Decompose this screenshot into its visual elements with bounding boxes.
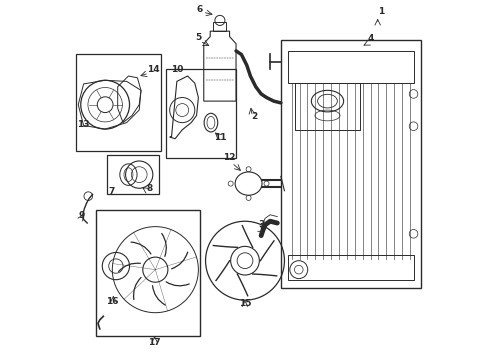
Text: 16: 16	[106, 297, 119, 306]
Text: 8: 8	[147, 184, 152, 193]
Bar	[107, 155, 159, 194]
Text: 14: 14	[147, 66, 160, 75]
Bar	[166, 69, 236, 158]
Text: 10: 10	[171, 66, 183, 75]
Text: 1: 1	[378, 7, 384, 16]
Text: 6: 6	[196, 5, 203, 14]
Text: 17: 17	[148, 338, 161, 347]
Text: 9: 9	[78, 211, 85, 220]
Bar	[288, 255, 414, 280]
Bar	[76, 54, 161, 151]
Bar	[214, 22, 226, 31]
Bar	[288, 51, 414, 83]
Text: 3: 3	[258, 220, 265, 229]
Text: 5: 5	[195, 33, 201, 42]
Bar	[295, 83, 360, 130]
Text: 11: 11	[214, 133, 226, 142]
Bar	[96, 211, 200, 336]
Text: 4: 4	[368, 34, 374, 43]
Text: 15: 15	[239, 299, 251, 308]
Text: 13: 13	[77, 120, 90, 129]
Text: 7: 7	[108, 186, 114, 195]
Bar	[281, 40, 421, 288]
Text: 2: 2	[251, 112, 257, 121]
Text: 12: 12	[222, 153, 235, 162]
